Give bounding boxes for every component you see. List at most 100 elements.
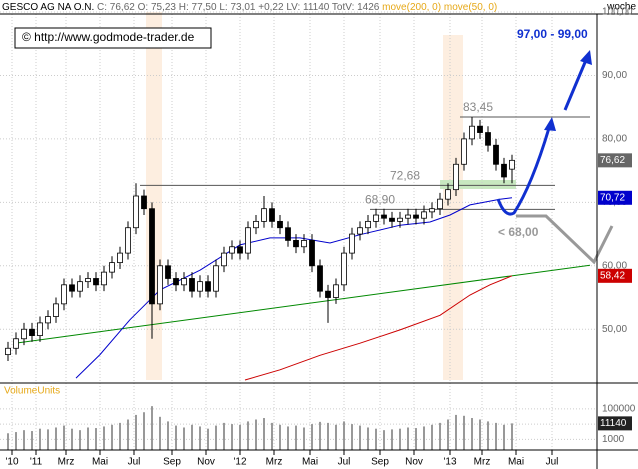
y-tick-label: 80,00 <box>602 134 627 145</box>
volume-bar <box>359 425 361 450</box>
moving-average <box>75 197 513 379</box>
x-tick-label: Mai <box>302 457 318 468</box>
volume-bar <box>495 422 497 450</box>
volume-bar <box>103 426 105 450</box>
support-zone <box>440 180 516 189</box>
volume-bar <box>391 429 393 450</box>
candle-body <box>205 281 211 292</box>
volume-bar <box>463 415 465 450</box>
y-tick-label: 50,00 <box>602 324 627 335</box>
candle-body <box>469 125 475 140</box>
volume-bar <box>135 414 137 450</box>
x-tick-label: Jul <box>546 457 559 468</box>
candle-body <box>453 163 459 191</box>
volume-bar <box>367 427 369 450</box>
volume-bar <box>375 428 377 450</box>
x-tick-label: Mai <box>508 457 524 468</box>
volume-bar <box>143 412 145 450</box>
volume-bar <box>383 430 385 450</box>
candle-body <box>349 233 355 254</box>
volume-bar <box>79 430 81 450</box>
volume-bar <box>279 424 281 450</box>
volume-bar <box>183 427 185 450</box>
volume-title: VolumeUnits <box>4 386 60 397</box>
candle-body <box>493 144 499 165</box>
candle-body <box>133 195 139 229</box>
candle-body <box>69 284 75 292</box>
legend-entry: move(50, 0) <box>444 2 497 13</box>
volume-bar <box>471 418 473 450</box>
volume-bar <box>311 424 313 450</box>
candle-body <box>389 217 395 222</box>
candle-body <box>125 227 131 254</box>
volume-bar <box>15 432 17 450</box>
candle-body <box>221 252 227 267</box>
y-tick-label: 1000 <box>602 434 625 445</box>
candle-body <box>229 246 235 254</box>
level-label: 72,68 <box>390 169 420 183</box>
volume-bar <box>303 427 305 450</box>
candle-body <box>445 189 451 200</box>
volume-bar <box>127 419 129 450</box>
volume-bar <box>23 430 25 450</box>
candle-body <box>93 278 99 286</box>
volume-bar <box>407 427 409 450</box>
x-tick-label: '10 <box>5 457 18 468</box>
candle-body <box>45 316 51 324</box>
volume-bar <box>351 424 353 450</box>
y-tick-label: 100000 <box>602 403 636 414</box>
volume-bar <box>95 428 97 450</box>
watermark-box <box>14 27 212 49</box>
candle-body <box>213 265 219 292</box>
volume-bar <box>239 424 241 450</box>
data-layer: 83,45 72,68 68,90 <box>5 100 591 450</box>
volume-bar <box>63 425 65 450</box>
annotation-layer: 97,00 - 99,00 < 68,00 <box>496 27 614 265</box>
arrow-head <box>580 50 592 65</box>
volume-bar <box>207 428 209 450</box>
candle-body <box>413 214 419 219</box>
price-tag <box>598 268 632 283</box>
volume-bar <box>87 427 89 450</box>
price-tag <box>598 190 632 205</box>
header: GESCO AG NA O.N. C: 76,62 O: 75,23 H: 77… <box>2 2 497 13</box>
candle-body <box>181 278 187 286</box>
volume-bar <box>439 422 441 450</box>
volume-bar <box>399 428 401 450</box>
projection-arrow <box>563 59 588 111</box>
candle-body <box>29 328 35 336</box>
x-tick-label: Mrz <box>266 457 283 468</box>
volume-bar <box>287 426 289 450</box>
candle-body <box>261 208 267 222</box>
candle-body <box>5 347 11 356</box>
volume-bar <box>31 431 33 450</box>
volume-bar <box>479 419 481 450</box>
volume-bar <box>199 426 201 450</box>
candle-body <box>61 284 67 305</box>
candle-body <box>173 278 179 286</box>
volume-bar <box>415 428 417 450</box>
moving-average <box>244 275 513 381</box>
volume-bar <box>255 419 257 450</box>
candle-body <box>165 265 171 279</box>
candle-body <box>317 265 323 292</box>
candle-body <box>237 246 243 254</box>
candle-body <box>189 278 195 292</box>
volume-tag-label: 11140 <box>600 418 627 429</box>
x-tick-label: Jul <box>338 457 351 468</box>
volume-bar <box>447 419 449 450</box>
candle-body <box>373 214 379 222</box>
volume-bar <box>111 424 113 450</box>
volume-bar <box>215 425 217 450</box>
candle-body <box>429 208 435 213</box>
candle-body <box>245 227 251 254</box>
x-tick-label: Nov <box>197 457 215 468</box>
volume-bar <box>119 422 121 450</box>
volume-tag <box>598 416 632 431</box>
candle-body <box>13 338 19 349</box>
y-tick-label: 60,00 <box>602 260 627 271</box>
candle-body <box>101 271 107 286</box>
candle-body <box>309 240 315 267</box>
